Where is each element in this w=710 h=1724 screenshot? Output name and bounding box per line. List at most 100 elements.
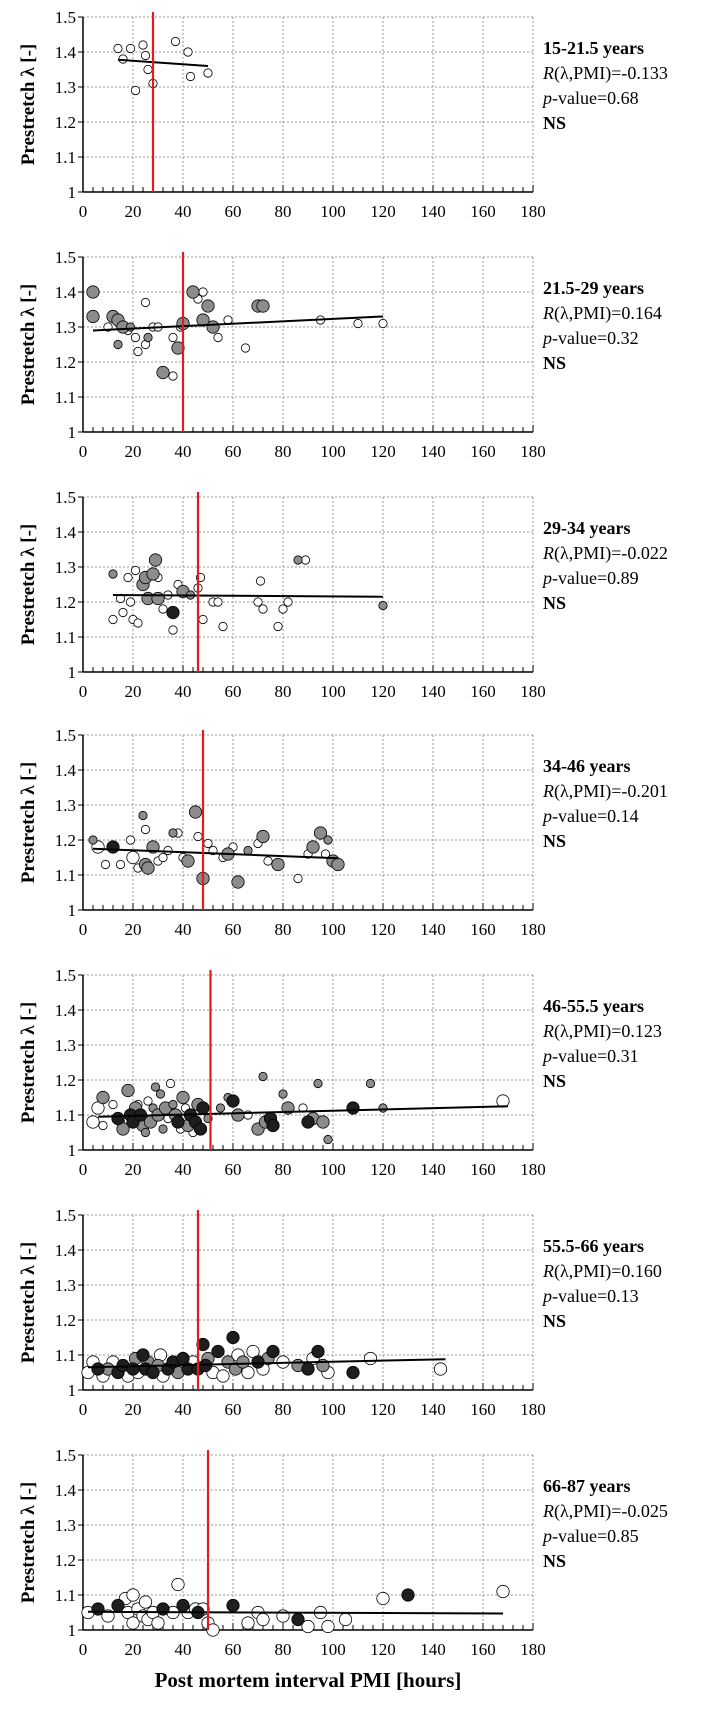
correlation-label: R(λ,PMI)=-0.022: [542, 543, 668, 564]
data-point: [150, 1082, 161, 1092]
data-point: [433, 1362, 448, 1376]
data-point: [125, 43, 136, 54]
trend-line: [92, 315, 384, 332]
data-point: [185, 71, 196, 82]
data-point: [201, 299, 215, 313]
x-tick-label: 0: [79, 202, 88, 221]
data-point: [143, 1096, 153, 1106]
data-point: [283, 597, 293, 607]
y-tick-label: 1.2: [55, 593, 76, 612]
y-tick-label: 1.4: [55, 43, 77, 62]
data-point: [293, 555, 303, 565]
y-tick-label: 1: [68, 663, 77, 682]
y-axis-label: Prestretch λ [-]: [18, 284, 39, 406]
data-point: [256, 829, 270, 844]
x-tick-label: 60: [225, 920, 242, 939]
x-tick-label: 180: [520, 1640, 546, 1659]
data-point: [138, 1595, 153, 1609]
data-point: [196, 313, 210, 327]
data-point: [256, 1612, 270, 1627]
data-point: [231, 1108, 245, 1122]
data-point: [118, 607, 128, 618]
x-tick-label: 60: [225, 1640, 242, 1659]
data-point: [278, 1089, 288, 1099]
y-tick-label: 1.2: [55, 831, 76, 850]
panel-2: 0 20 40 60 80 100 120 140 160 180 1 1.1 1.2 1.3 1.4 1.5…: [18, 248, 662, 461]
data-point: [158, 1124, 168, 1134]
data-point: [165, 1078, 176, 1089]
x-tick-label: 160: [470, 1160, 496, 1179]
data-point: [111, 1598, 125, 1613]
data-point: [365, 1078, 376, 1089]
x-tick-label: 0: [79, 682, 88, 701]
data-point: [213, 332, 223, 343]
x-tick-label: 180: [520, 442, 546, 461]
data-point: [226, 1598, 240, 1613]
data-point: [130, 85, 141, 96]
data-point: [273, 621, 283, 632]
p-value-label: p-value=0.14: [541, 806, 639, 826]
x-tick-label: 120: [370, 1640, 396, 1659]
data-point: [130, 565, 141, 576]
x-tick-label: 20: [125, 682, 142, 701]
data-point: [176, 1598, 190, 1613]
x-tick-label: 0: [79, 1400, 88, 1419]
x-tick-label: 80: [275, 202, 292, 221]
data-point: [331, 857, 345, 872]
x-tick-label: 40: [175, 202, 192, 221]
data-point: [198, 614, 208, 625]
data-point: [236, 1355, 250, 1369]
data-point: [156, 1602, 170, 1616]
x-tick-label: 100: [320, 682, 346, 701]
x-tick-label: 40: [175, 682, 192, 701]
x-tick-label: 140: [420, 1400, 446, 1419]
data-point: [363, 1351, 378, 1366]
data-point: [215, 1103, 226, 1113]
data-point: [171, 341, 185, 355]
data-point: [125, 597, 136, 607]
y-tick-label: 1: [68, 1621, 77, 1640]
y-tick-label: 1.4: [55, 283, 77, 302]
age-group-label: 29-34 years: [543, 518, 630, 538]
data-point: [101, 1609, 115, 1623]
p-value-label: p-value=0.85: [541, 1526, 639, 1546]
data-point: [163, 845, 173, 856]
significance-label: NS: [543, 1071, 566, 1091]
y-tick-label: 1.5: [55, 8, 76, 27]
x-tick-label: 40: [175, 442, 192, 461]
significance-label: NS: [543, 593, 566, 613]
x-tick-label: 140: [420, 1160, 446, 1179]
data-point: [266, 1118, 280, 1133]
x-tick-label: 100: [320, 1400, 346, 1419]
y-tick-label: 1.3: [55, 1036, 76, 1055]
x-tick-label: 0: [79, 920, 88, 939]
x-tick-label: 20: [125, 1640, 142, 1659]
data-point: [155, 1089, 166, 1099]
x-tick-label: 160: [470, 1400, 496, 1419]
x-tick-label: 160: [470, 442, 496, 461]
data-point: [240, 343, 251, 353]
data-point: [311, 1344, 325, 1359]
x-tick-label: 80: [275, 1640, 292, 1659]
age-group-label: 66-87 years: [543, 1476, 630, 1496]
correlation-label: R(λ,PMI)=0.164: [542, 303, 662, 324]
y-tick-label: 1: [68, 901, 77, 920]
y-tick-label: 1.3: [55, 1276, 76, 1295]
x-tick-label: 160: [470, 920, 496, 939]
p-value-label: p-value=0.68: [541, 88, 639, 108]
data-point: [338, 1612, 353, 1627]
x-tick-label: 180: [520, 202, 546, 221]
data-point: [263, 856, 273, 866]
correlation-label: R(λ,PMI)=-0.025: [542, 1501, 668, 1522]
age-group-label: 55.5-66 years: [543, 1236, 644, 1256]
x-tick-label: 60: [225, 442, 242, 461]
data-point: [126, 850, 140, 865]
data-point: [113, 339, 123, 350]
p-value-label: p-value=0.31: [541, 1046, 639, 1066]
y-tick-label: 1: [68, 423, 77, 442]
data-point: [111, 1111, 125, 1126]
trend-line: [87, 1610, 504, 1615]
data-point: [353, 318, 363, 329]
y-axis-label: Prestretch λ [-]: [18, 1242, 39, 1364]
y-tick-label: 1.4: [55, 1241, 77, 1260]
